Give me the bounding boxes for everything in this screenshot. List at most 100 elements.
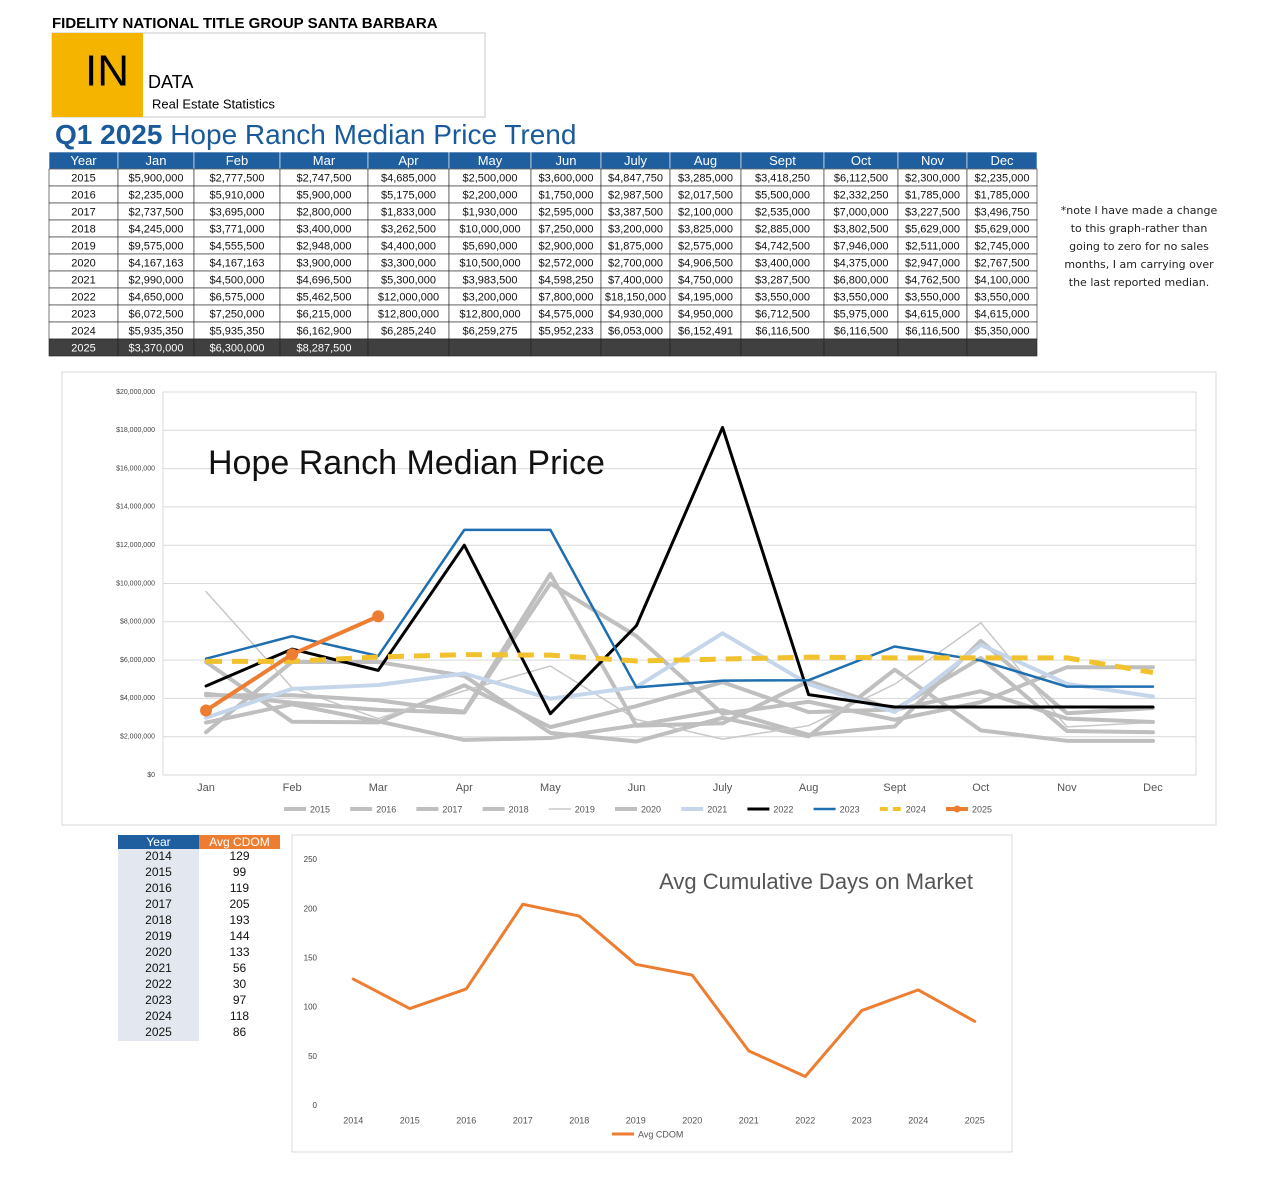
legend-label: 2022 (773, 804, 793, 814)
column-header: July (624, 153, 648, 168)
cell-text: 97 (233, 993, 247, 1007)
cell-text: $2,990,000 (128, 274, 183, 286)
table-cell (966, 338, 1038, 357)
x-tick-label: 2020 (682, 1115, 702, 1125)
column-header: Apr (398, 153, 419, 168)
y-tick-label: $20,000,000 (116, 389, 155, 396)
series-line (204, 655, 1155, 735)
legend-marker (953, 805, 961, 813)
cell-text: $10,000,000 (459, 223, 520, 235)
y-tick-label: 250 (304, 855, 318, 864)
cell-text: $4,930,000 (608, 308, 663, 320)
cell-text: $6,712,500 (755, 308, 810, 320)
title-bold: Q1 2025 (55, 119, 162, 150)
cell-text: $2,947,000 (905, 257, 960, 269)
x-tick-label: Jan (197, 782, 215, 794)
cell-text: 30 (233, 977, 247, 991)
legend-label: 2015 (310, 804, 330, 814)
x-tick-label: Dec (1143, 782, 1163, 794)
table-cell (118, 881, 199, 897)
x-tick-label: Jun (628, 782, 646, 794)
cell-text: $5,629,000 (905, 223, 960, 235)
cell-text: $4,742,500 (755, 240, 810, 252)
cell-text: 2023 (71, 308, 95, 320)
cell-text: 118 (230, 1009, 249, 1023)
cell-text: 2014 (145, 849, 172, 863)
cell-text: $6,053,000 (608, 325, 663, 337)
cell-text: $6,800,000 (833, 274, 888, 286)
y-tick-label: 200 (304, 904, 318, 913)
cell-text: $4,375,000 (833, 257, 888, 269)
point (200, 704, 213, 717)
x-tick-label: 2015 (400, 1115, 420, 1125)
cell-text: $3,287,500 (755, 274, 810, 286)
cell-text: $2,017,500 (678, 189, 733, 201)
cell-text: $6,259,275 (462, 325, 517, 337)
cell-text: $3,227,500 (905, 206, 960, 218)
y-tick-label: 50 (308, 1052, 317, 1061)
cell-text: $5,900,000 (128, 172, 183, 184)
table-cell (118, 945, 199, 961)
cell-text: $5,690,000 (462, 240, 517, 252)
y-tick-label: 0 (313, 1101, 318, 1110)
cell-text: $5,500,000 (755, 189, 810, 201)
cell-text: $2,737,500 (128, 206, 183, 218)
y-tick-label: $2,000,000 (120, 734, 155, 741)
cell-text: $4,195,000 (678, 291, 733, 303)
cell-text: 2024 (145, 1009, 172, 1023)
cell-text: $5,975,000 (833, 308, 888, 320)
cell-text: 129 (229, 849, 249, 863)
title-rest: Hope Ranch Median Price Trend (170, 119, 576, 150)
series-line (205, 590, 1154, 740)
point (372, 610, 385, 623)
cell-text: 2016 (71, 189, 95, 201)
cell-text: $6,285,240 (381, 325, 436, 337)
logo-mark: IN (85, 47, 129, 96)
cell-text: $5,935,350 (128, 325, 183, 337)
y-tick-label: $0 (147, 772, 155, 779)
cell-text: 2021 (145, 961, 172, 975)
cell-text: 2021 (71, 274, 95, 286)
cell-text: 2017 (145, 897, 172, 911)
cell-text: $2,948,000 (296, 240, 351, 252)
cell-text: 144 (229, 929, 249, 943)
table-cell (669, 338, 742, 357)
series-line (351, 902, 977, 1078)
cell-text: $10,500,000 (459, 257, 520, 269)
series-line (204, 425, 1155, 716)
x-tick-label: 2016 (456, 1115, 476, 1125)
cell-text: $4,500,000 (209, 274, 264, 286)
chart-title: Hope Ranch Median Price (208, 444, 605, 482)
table-cell (118, 929, 199, 945)
cell-text: $4,847,750 (608, 172, 663, 184)
cell-text: $2,700,000 (608, 257, 663, 269)
table-cell (367, 338, 450, 357)
cell-text: $2,575,000 (678, 240, 733, 252)
cell-text: $5,462,500 (296, 291, 351, 303)
y-tick-label: $6,000,000 (120, 657, 155, 664)
cell-text: $2,332,250 (833, 189, 888, 201)
cell-text: $1,785,000 (974, 189, 1029, 201)
cell-text: $3,285,000 (678, 172, 733, 184)
x-tick-label: 2023 (852, 1115, 872, 1125)
table-cell (118, 993, 199, 1009)
cell-text: $4,167,163 (128, 257, 183, 269)
cell-text: $2,595,000 (538, 206, 593, 218)
cell-text: $6,575,000 (209, 291, 264, 303)
cell-text: $3,550,000 (974, 291, 1029, 303)
cell-text: $4,598,250 (538, 274, 593, 286)
cell-text: $2,572,000 (538, 257, 593, 269)
y-tick-label: $8,000,000 (120, 619, 155, 626)
cell-text: $6,215,000 (296, 308, 351, 320)
table-cell (118, 1025, 199, 1041)
cell-text: $4,555,500 (209, 240, 264, 252)
cell-text: $4,167,163 (209, 257, 264, 269)
cell-text: $1,750,000 (538, 189, 593, 201)
cell-text: $4,615,000 (974, 308, 1029, 320)
legend-label: 2017 (442, 804, 462, 814)
cell-text: $7,946,000 (833, 240, 888, 252)
cell-text: $4,762,500 (905, 274, 960, 286)
cell-text: $2,511,000 (905, 240, 959, 252)
chart-title: Avg Cumulative Days on Market (659, 869, 973, 894)
logo-tagline: Real Estate Statistics (152, 96, 275, 111)
